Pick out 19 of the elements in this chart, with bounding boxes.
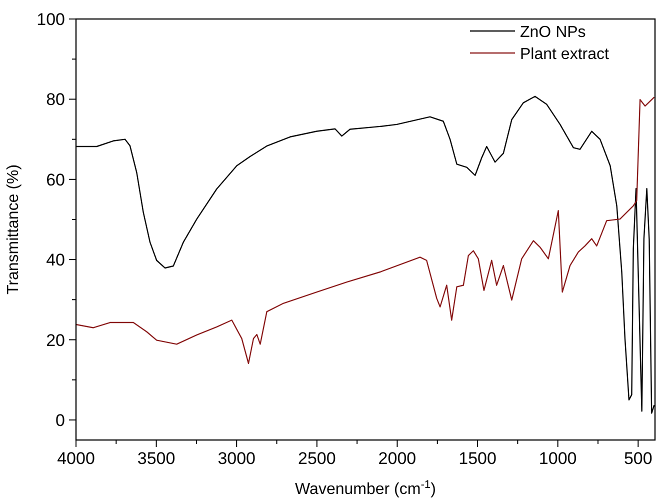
y-tick-label: 0 — [56, 410, 65, 430]
legend-label: Plant extract — [520, 46, 610, 63]
legend-label: ZnO NPs — [520, 24, 586, 41]
x-tick-label: 3500 — [137, 449, 176, 468]
y-axis-title: Transmittance (%) — [5, 164, 22, 295]
x-axis-title: Wavenumber (cm$^{-1}$) — [295, 479, 436, 498]
x-tick-label: 2000 — [378, 449, 416, 468]
x-tick-label: 4000 — [57, 449, 95, 468]
y-tick-label: 100 — [36, 10, 65, 29]
y-tick-label: 80 — [46, 90, 65, 110]
y-tick-label: 60 — [46, 170, 65, 190]
x-tick-label: 1000 — [538, 449, 577, 468]
y-tick-label: 20 — [46, 330, 65, 350]
x-tick-label: 500 — [624, 449, 652, 468]
x-tick-label: 2500 — [298, 449, 336, 468]
y-tick-label: 40 — [46, 250, 65, 270]
line-series — [76, 96, 655, 364]
x-tick-label: 3000 — [218, 449, 256, 468]
x-tick-label: 1500 — [458, 449, 496, 468]
